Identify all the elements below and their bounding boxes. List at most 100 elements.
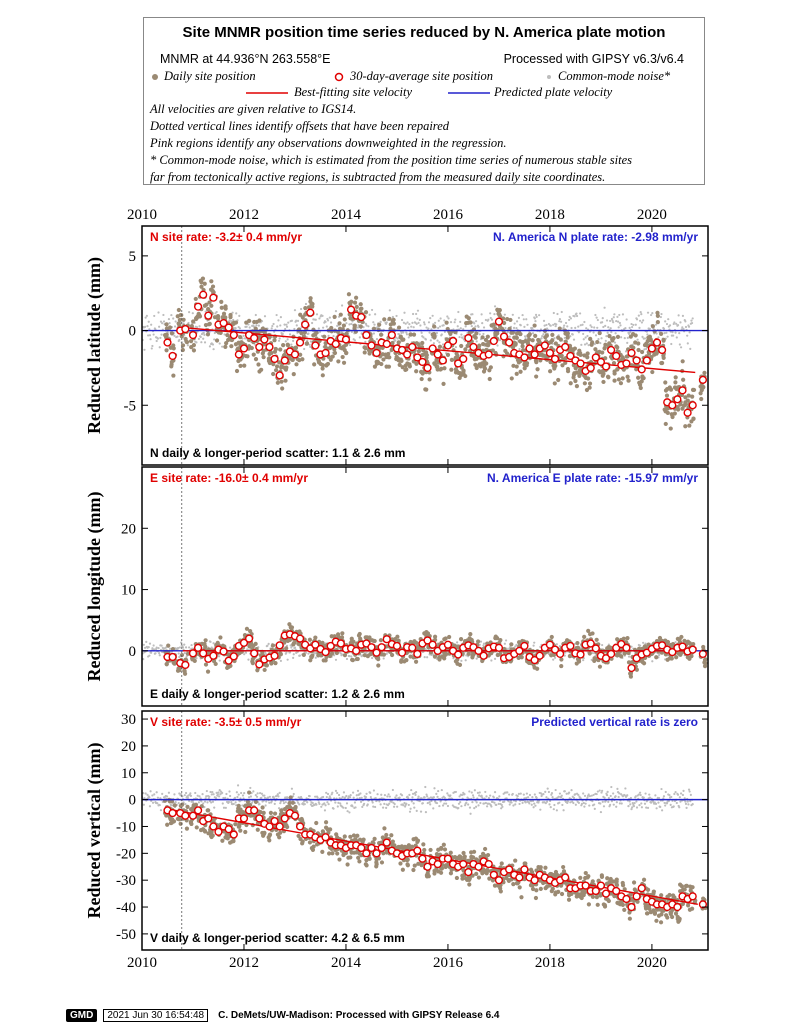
daily-point <box>334 648 339 653</box>
cmn-point <box>642 641 645 644</box>
daily-point <box>469 637 474 643</box>
cmn-point <box>279 316 282 319</box>
daily-point <box>309 302 314 307</box>
cmn-point <box>375 337 379 341</box>
cmn-point <box>231 311 234 314</box>
cmn-point <box>533 317 536 320</box>
site-rate-label: N site rate: -3.2± 0.4 mm/yr <box>150 230 302 244</box>
cmn-point <box>583 320 586 324</box>
cmn-point <box>303 802 306 806</box>
daily-point <box>329 325 334 331</box>
cmn-point <box>482 642 486 645</box>
cmn-point <box>327 803 330 806</box>
daily-point <box>224 341 229 346</box>
daily-point <box>189 324 194 329</box>
cmn-point <box>372 789 376 792</box>
cmn-point <box>173 334 176 337</box>
cmn-point <box>268 801 271 804</box>
cmn-point <box>473 322 476 325</box>
daily-point <box>659 331 664 336</box>
cmn-point <box>596 326 599 329</box>
daily-point <box>389 347 394 352</box>
cmn-point <box>621 313 625 316</box>
cmn-point <box>249 795 253 798</box>
cmn-point <box>307 332 310 335</box>
cmn-point <box>545 323 548 327</box>
daily-point <box>407 364 412 369</box>
cmn-point <box>345 322 348 325</box>
daily-point <box>300 315 305 320</box>
daily-point <box>291 642 296 647</box>
cmn-point <box>183 794 186 797</box>
daily-point <box>415 644 420 649</box>
cmn-point <box>149 338 152 341</box>
cmn-point <box>489 312 492 315</box>
daily-point <box>488 365 493 370</box>
daily-point <box>171 660 176 665</box>
avg30-point <box>576 650 585 659</box>
daily-point <box>673 375 678 380</box>
cmn-point <box>523 325 526 328</box>
daily-point <box>349 299 354 304</box>
cmn-point <box>203 805 206 809</box>
cmn-point <box>247 658 250 661</box>
avg30-point <box>413 649 422 659</box>
cmn-point <box>534 320 537 323</box>
cmn-point <box>579 312 582 315</box>
cmn-point <box>582 332 585 336</box>
daily-point <box>585 351 590 356</box>
cmn-point <box>422 336 425 339</box>
daily-point <box>620 376 625 381</box>
cmn-point <box>640 321 644 324</box>
cmn-point <box>433 321 437 324</box>
cmn-point <box>631 325 634 329</box>
cmn-point <box>203 341 207 344</box>
daily-point <box>327 653 333 659</box>
daily-point <box>655 320 660 325</box>
cmn-point <box>174 320 177 323</box>
cmn-point <box>342 791 346 794</box>
cmn-point <box>246 648 249 651</box>
daily-point <box>510 330 516 335</box>
avg30-point <box>295 634 305 643</box>
avg30-point <box>280 356 289 365</box>
cmn-point <box>221 791 224 794</box>
cmn-point <box>513 322 516 325</box>
daily-point <box>283 378 288 383</box>
daily-point <box>396 325 402 330</box>
cmn-point <box>159 336 162 339</box>
cmn-point <box>178 646 182 649</box>
cmn-point <box>306 339 309 342</box>
cmn-point <box>581 323 584 326</box>
cmn-point <box>570 326 573 330</box>
cmn-point <box>189 792 192 795</box>
cmn-point <box>664 320 667 323</box>
cmn-point <box>209 790 212 794</box>
cmn-point <box>543 324 546 327</box>
cmn-point <box>374 805 377 809</box>
y-tick-label: 0 <box>129 644 137 660</box>
avg30-point <box>607 649 616 659</box>
daily-point <box>219 299 224 304</box>
cmn-point <box>278 337 281 340</box>
daily-point <box>176 321 181 326</box>
cmn-point <box>564 651 567 654</box>
daily-point <box>273 368 279 373</box>
daily-point <box>210 284 216 289</box>
cmn-point <box>679 321 682 324</box>
daily-point <box>459 343 464 349</box>
daily-point <box>272 349 278 354</box>
cmn-point <box>438 325 442 328</box>
cmn-point <box>411 312 415 316</box>
daily-point <box>363 310 369 315</box>
cmn-point <box>461 336 464 339</box>
daily-point <box>668 642 673 648</box>
cmn-point <box>258 803 261 806</box>
cmn-point <box>566 325 569 328</box>
cmn-point <box>170 313 173 317</box>
daily-point <box>683 424 688 429</box>
cmn-point <box>344 806 347 810</box>
avg30-point <box>474 646 483 655</box>
cmn-point <box>241 804 244 807</box>
avg30-point <box>270 651 279 660</box>
